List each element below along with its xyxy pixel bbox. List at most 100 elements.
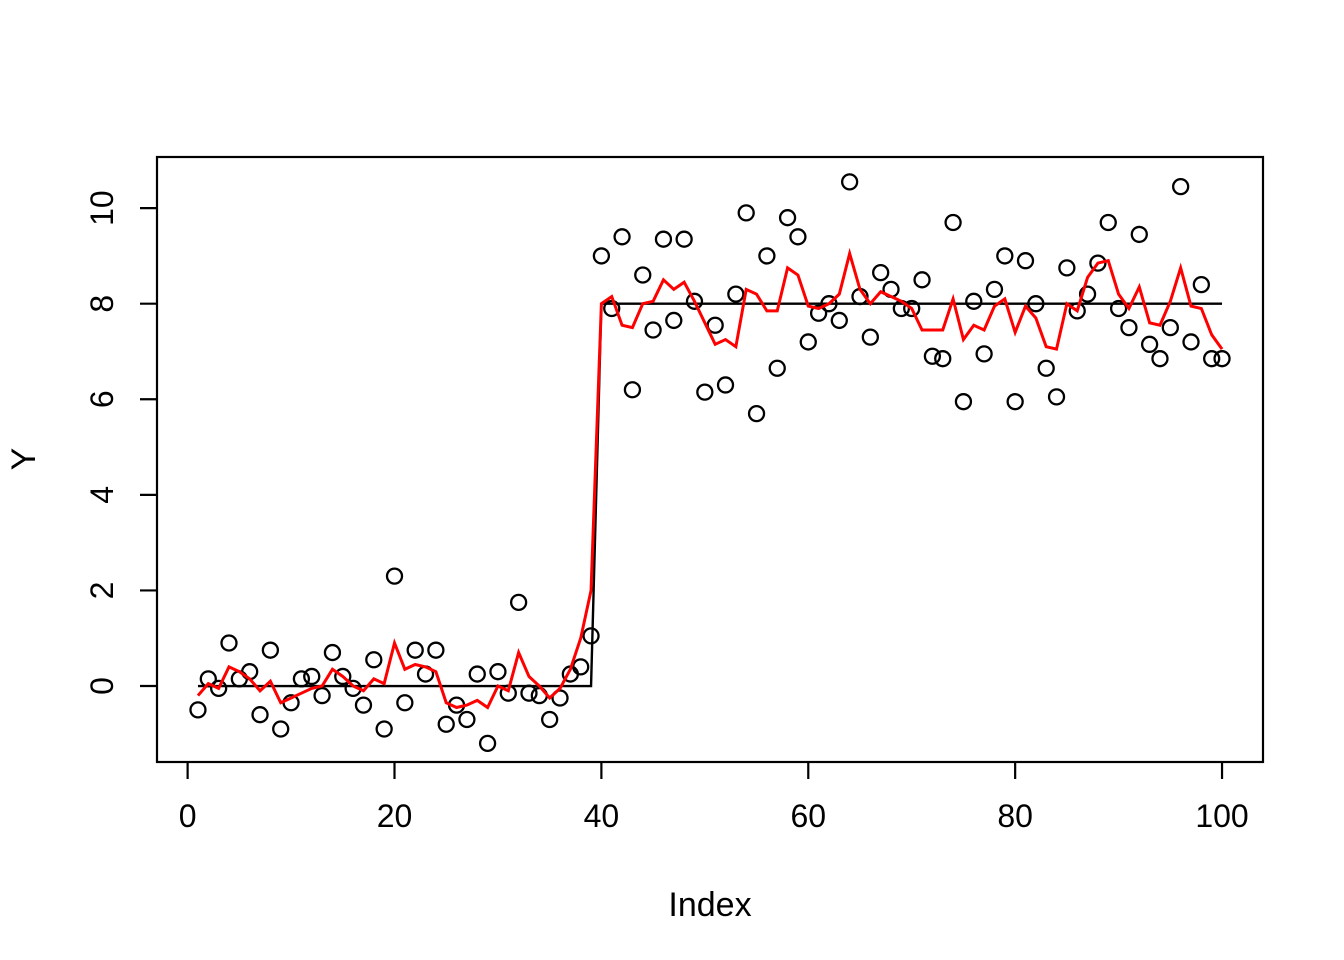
data-point <box>861 328 879 346</box>
data-point <box>996 247 1014 265</box>
data-point <box>830 311 848 330</box>
data-point <box>903 299 921 318</box>
data-point <box>1016 252 1035 270</box>
data-point <box>385 567 404 585</box>
data-point <box>1089 254 1107 272</box>
data-point <box>572 658 590 676</box>
data-point <box>478 734 497 753</box>
data-point <box>1203 350 1221 368</box>
data-point <box>778 209 797 227</box>
data-point <box>375 720 393 738</box>
data-point <box>1130 225 1148 244</box>
data-point <box>737 204 755 222</box>
y-tick-label: 6 <box>84 390 120 408</box>
data-point <box>1047 388 1066 406</box>
data-point <box>1182 333 1200 351</box>
data-point <box>965 292 983 310</box>
y-axis-ticks: 0 2 4 6 8 10 <box>84 190 157 695</box>
data-point <box>840 173 859 191</box>
data-point <box>1161 318 1179 337</box>
data-point <box>551 689 569 707</box>
data-point <box>1109 299 1128 318</box>
true-signal-line <box>197 302 1223 688</box>
data-point <box>923 347 942 365</box>
x-tick-label: 100 <box>1195 798 1248 834</box>
data-point <box>985 280 1004 299</box>
data-point <box>623 381 642 399</box>
data-point <box>747 404 766 423</box>
data-point <box>758 247 776 265</box>
data-point <box>768 359 786 377</box>
data-point <box>323 643 342 662</box>
data-point <box>210 679 228 698</box>
data-point <box>954 393 973 411</box>
data-point <box>251 706 269 724</box>
data-point <box>789 228 807 246</box>
data-point <box>696 383 714 401</box>
data-point <box>468 665 486 683</box>
data-point <box>489 663 507 681</box>
data-point <box>1140 335 1159 353</box>
x-tick-label: 0 <box>179 798 197 834</box>
data-point <box>654 230 673 248</box>
data-point <box>458 710 476 729</box>
data-point <box>1006 393 1024 411</box>
y-axis-title: Y <box>5 448 43 471</box>
data-point <box>634 266 652 284</box>
data-point <box>365 651 383 669</box>
data-point <box>613 228 631 246</box>
data-point <box>727 285 745 303</box>
data-point <box>809 304 828 322</box>
x-axis-title: Index <box>668 886 751 924</box>
y-tick-label: 4 <box>84 486 120 504</box>
data-point <box>1120 318 1138 337</box>
plot-border-box <box>155 155 1265 764</box>
data-point <box>1151 350 1169 368</box>
data-point <box>644 321 662 339</box>
data-point <box>1078 285 1097 303</box>
data-point <box>261 641 280 659</box>
data-point <box>292 670 311 688</box>
data-point <box>706 316 724 334</box>
data-point <box>592 247 611 265</box>
x-axis-ticks: 0 20 40 60 80 100 <box>179 762 1249 834</box>
data-point <box>303 667 321 686</box>
data-point <box>220 634 238 652</box>
data-point <box>944 213 962 232</box>
scatter-points <box>189 173 1231 753</box>
x-tick-label: 40 <box>584 798 620 834</box>
data-point <box>354 696 373 714</box>
data-point <box>872 263 890 282</box>
data-point <box>799 333 817 351</box>
data-point <box>665 311 683 330</box>
data-point <box>509 593 528 612</box>
data-point <box>1213 350 1231 368</box>
data-point <box>685 292 704 310</box>
x-tick-label: 20 <box>377 798 413 834</box>
data-point <box>541 710 559 729</box>
data-point <box>437 715 455 733</box>
data-point <box>1099 213 1117 232</box>
data-point <box>272 720 290 738</box>
data-point <box>334 667 352 686</box>
data-point <box>934 350 952 368</box>
data-point <box>913 271 931 289</box>
y-tick-label: 10 <box>84 190 120 226</box>
data-point <box>1192 275 1210 294</box>
data-point <box>189 701 207 719</box>
data-point <box>1037 359 1055 377</box>
data-point <box>313 686 331 705</box>
data-point <box>582 627 600 645</box>
data-point <box>427 641 445 659</box>
y-tick-label: 2 <box>84 582 120 600</box>
x-tick-label: 60 <box>790 798 826 834</box>
y-tick-label: 0 <box>84 677 120 695</box>
data-point <box>520 684 538 702</box>
data-point <box>603 299 621 318</box>
data-point <box>1058 259 1076 277</box>
data-point <box>975 345 993 363</box>
data-point <box>1172 177 1190 196</box>
data-point <box>406 641 424 659</box>
